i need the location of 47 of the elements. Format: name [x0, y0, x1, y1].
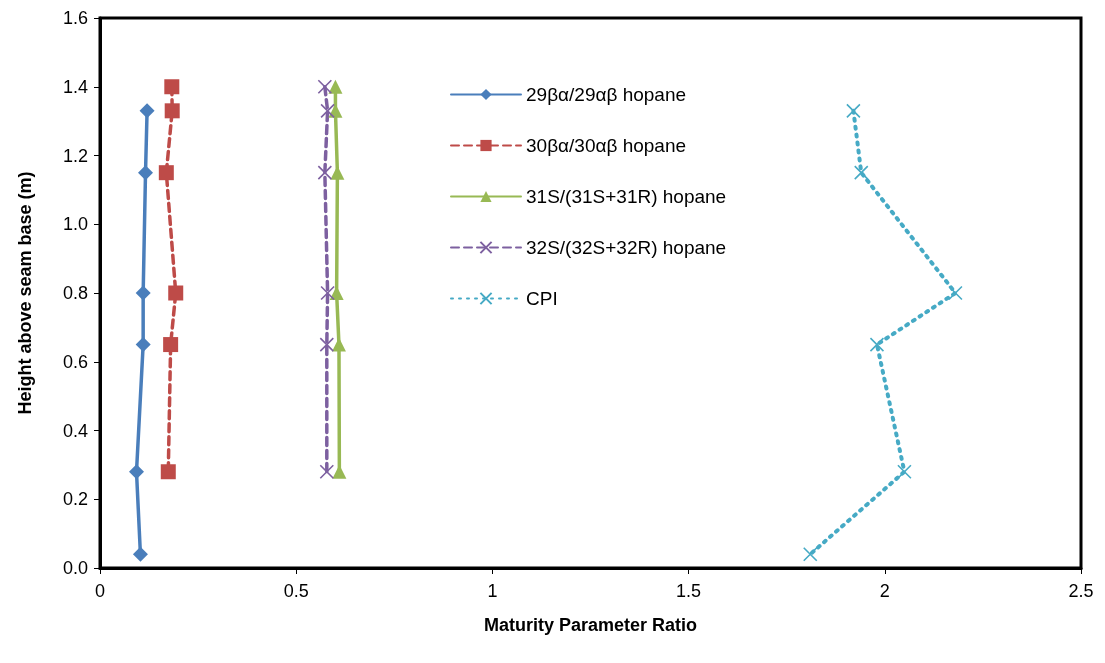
point	[160, 464, 176, 480]
point	[853, 165, 869, 180]
x-tick-label: 2	[879, 581, 890, 601]
y-tick-label: 1.4	[62, 76, 88, 97]
point	[158, 165, 174, 181]
point	[128, 464, 144, 480]
point	[319, 464, 335, 480]
point	[948, 285, 963, 301]
point	[319, 337, 335, 352]
y-tick-label: 0.0	[62, 558, 88, 578]
point	[139, 103, 155, 119]
point	[163, 337, 179, 353]
y-axis-title: Height above seam base (m)	[15, 171, 35, 415]
y-tick-label: 1.6	[62, 8, 88, 28]
y-tick-label: 0.2	[62, 489, 88, 510]
point	[846, 103, 861, 119]
point	[164, 103, 180, 119]
y-tick-label: 0.8	[62, 283, 88, 303]
point	[317, 165, 333, 180]
x-axis-title: Maturity Parameter Ratio	[483, 615, 698, 635]
legend-label: 29βα/29αβ hopane	[526, 84, 687, 105]
point	[138, 165, 154, 181]
point	[897, 464, 912, 480]
x-tick-label: 1	[487, 581, 498, 601]
y-tick-label: 0.6	[62, 351, 88, 372]
point	[328, 79, 343, 94]
y-tick-label: 1.2	[62, 145, 88, 166]
point	[132, 546, 148, 562]
x-tick-label: 0	[94, 581, 106, 601]
legend-label: CPI	[526, 288, 558, 309]
point	[802, 546, 818, 562]
legend-label: 31S/(31S+31R) hopane	[526, 186, 727, 207]
point	[164, 79, 180, 95]
x-tick-label: 1.5	[676, 581, 702, 601]
point	[320, 285, 335, 301]
y-tick-label: 1.0	[62, 214, 88, 235]
y-tick-label: 0.4	[62, 420, 88, 441]
point	[320, 103, 335, 119]
point	[135, 337, 151, 353]
point	[135, 285, 151, 301]
legend-label: 32S/(32S+32R) hopane	[526, 237, 727, 258]
x-tick-label: 2.5	[1068, 581, 1094, 601]
legend-label: 30βα/30αβ hopane	[526, 135, 687, 156]
x-tick-label: 0.5	[283, 581, 309, 601]
point	[168, 285, 184, 301]
point	[317, 79, 333, 95]
point	[869, 337, 885, 352]
